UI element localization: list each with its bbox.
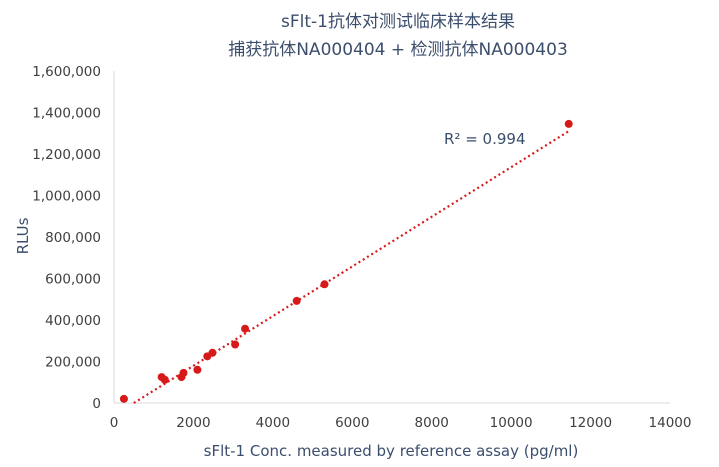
- chart-subtitle: 捕获抗体NA000404 + 检测抗体NA000403: [228, 40, 568, 60]
- x-tick-label: 2000: [176, 415, 210, 431]
- x-axis-label: sFlt-1 Conc. measured by reference assay…: [204, 442, 579, 460]
- data-point: [193, 365, 202, 374]
- data-point: [292, 296, 301, 305]
- x-tick-label: 0: [110, 415, 119, 431]
- data-point: [320, 280, 329, 289]
- plot-area: 0 200,000 400,000 600,000 800,000 1,000,000 1,…: [32, 64, 691, 431]
- r-squared-annotation: R² = 0.994: [444, 130, 525, 148]
- chart-title: sFlt-1抗体对测试临床样本结果: [281, 12, 515, 32]
- x-tick-label: 14000: [649, 415, 692, 431]
- x-tick-labels: 0 2000 4000 6000 8000 10000 12000 14000: [110, 415, 692, 431]
- data-point: [208, 348, 217, 357]
- data-point: [160, 375, 169, 384]
- y-tick-label: 800,000: [45, 230, 101, 246]
- data-point: [179, 368, 188, 377]
- y-tick-label: 1,000,000: [32, 189, 101, 205]
- x-tick-label: 6000: [335, 415, 369, 431]
- y-tick-label: 1,200,000: [32, 147, 101, 163]
- x-tick-label: 4000: [256, 415, 290, 431]
- y-tick-label: 1,600,000: [32, 64, 101, 80]
- data-point: [119, 394, 128, 403]
- y-tick-labels: 0 200,000 400,000 600,000 800,000 1,000,000 1,…: [32, 64, 101, 412]
- x-tick-label: 8000: [415, 415, 449, 431]
- y-axis-label: RLUs: [14, 217, 32, 254]
- y-tick-label: 600,000: [45, 272, 101, 288]
- data-point: [241, 324, 250, 333]
- trendline: [133, 130, 570, 404]
- y-tick-label: 400,000: [45, 313, 101, 329]
- y-tick-label: 1,400,000: [32, 106, 101, 122]
- data-points: [119, 119, 573, 403]
- x-tick-label: 10000: [490, 415, 533, 431]
- y-tick-label: 0: [92, 396, 101, 412]
- y-tick-label: 200,000: [45, 355, 101, 371]
- data-point: [231, 340, 240, 349]
- data-point: [564, 119, 573, 128]
- x-tick-label: 12000: [569, 415, 612, 431]
